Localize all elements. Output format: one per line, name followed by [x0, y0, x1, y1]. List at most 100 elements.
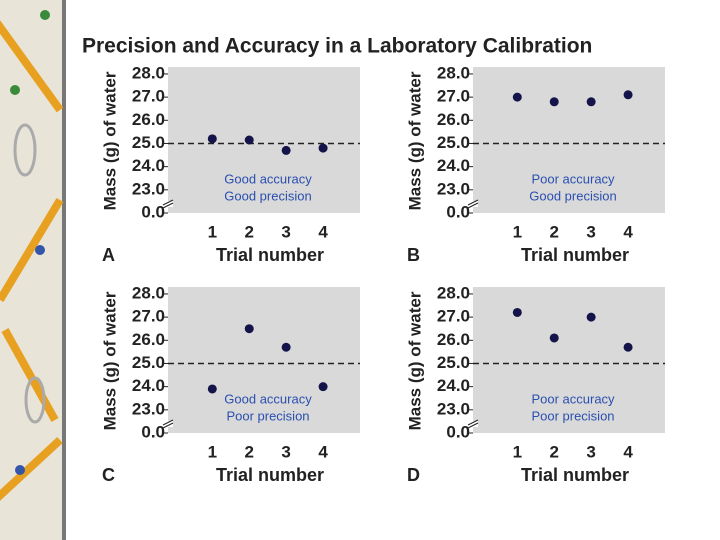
- x-tick-label: 3: [281, 222, 290, 241]
- x-tick-label: 2: [549, 442, 558, 461]
- side-decoration: [0, 0, 62, 540]
- axis-break: [162, 419, 174, 426]
- y-tick-label: 23.0: [132, 399, 165, 418]
- y-tick-label: 28.0: [132, 283, 165, 302]
- panel-label: D: [407, 465, 420, 485]
- data-point: [586, 97, 596, 107]
- y-tick-label: 23.0: [437, 179, 470, 198]
- plot-area: [168, 287, 360, 433]
- x-tick-label: 2: [549, 222, 558, 241]
- axis-break-gap: [470, 421, 478, 427]
- y-tick-label: 27.0: [132, 87, 165, 106]
- y-tick-label: 28.0: [132, 63, 165, 82]
- x-tick-label: 2: [244, 222, 253, 241]
- axis-break-gap: [470, 201, 478, 207]
- y-tick-label: 0.0: [446, 202, 470, 221]
- data-point: [244, 324, 254, 334]
- pencils: [0, 10, 64, 501]
- x-tick-label: 3: [586, 222, 595, 241]
- x-axis-label: Trial number: [521, 245, 629, 265]
- data-point: [623, 342, 633, 352]
- y-tick-label: 23.0: [132, 179, 165, 198]
- data-point: [549, 97, 559, 107]
- plot-area: [473, 287, 665, 433]
- y-tick-label: 27.0: [437, 87, 470, 106]
- y-tick-label: 0.0: [446, 422, 470, 441]
- y-axis-label: Mass (g) of water: [100, 291, 119, 430]
- axis-break: [467, 199, 479, 206]
- data-point: [318, 382, 328, 392]
- x-axis-label: Trial number: [216, 245, 324, 265]
- axis-break-gap: [165, 201, 173, 207]
- y-tick-label: 0.0: [141, 422, 165, 441]
- data-point: [281, 342, 291, 352]
- axis-break: [467, 422, 479, 429]
- y-tick-label: 26.0: [437, 330, 470, 349]
- x-tick-label: 1: [208, 442, 217, 461]
- x-tick-label: 1: [513, 442, 522, 461]
- annotation: Poor accuracy: [531, 391, 615, 406]
- y-tick-label: 28.0: [437, 283, 470, 302]
- y-tick-label: 0.0: [141, 202, 165, 221]
- panel-label: B: [407, 245, 420, 265]
- axis-break: [162, 199, 174, 206]
- x-tick-label: 3: [281, 442, 290, 461]
- slide-title: Precision and Accuracy in a Laboratory C…: [82, 35, 592, 58]
- x-tick-label: 3: [586, 442, 595, 461]
- x-tick-label: 4: [623, 442, 633, 461]
- y-tick-label: 24.0: [437, 156, 470, 175]
- annotation: Poor precision: [226, 408, 309, 423]
- data-point: [586, 312, 596, 322]
- x-tick-label: 4: [318, 222, 328, 241]
- y-tick-label: 25.0: [437, 353, 470, 372]
- plot-area: [473, 67, 665, 213]
- y-axis-label: Mass (g) of water: [100, 71, 119, 210]
- y-tick-label: 27.0: [132, 307, 165, 326]
- y-tick-label: 26.0: [132, 110, 165, 129]
- y-tick-label: 25.0: [132, 133, 165, 152]
- data-point: [318, 143, 328, 153]
- data-point: [207, 384, 217, 394]
- y-tick-label: 26.0: [132, 330, 165, 349]
- data-point: [512, 92, 522, 102]
- x-tick-label: 4: [623, 222, 633, 241]
- x-tick-label: 2: [244, 442, 253, 461]
- data-point: [549, 333, 559, 343]
- y-tick-label: 24.0: [437, 376, 470, 395]
- data-point: [512, 307, 522, 317]
- axis-break: [162, 202, 174, 209]
- axis-break-gap: [165, 421, 173, 427]
- y-tick-label: 25.0: [132, 353, 165, 372]
- x-tick-label: 4: [318, 442, 328, 461]
- axis-break: [467, 419, 479, 426]
- axis-break: [467, 202, 479, 209]
- annotation: Good precision: [529, 188, 616, 203]
- annotation: Good accuracy: [224, 391, 312, 406]
- data-point: [244, 135, 254, 145]
- y-tick-label: 26.0: [437, 110, 470, 129]
- x-tick-label: 1: [208, 222, 217, 241]
- annotation: Poor accuracy: [531, 171, 615, 186]
- annotation: Good accuracy: [224, 171, 312, 186]
- y-tick-label: 24.0: [132, 156, 165, 175]
- panel-label: C: [102, 465, 115, 485]
- plot-area: [168, 67, 360, 213]
- y-tick-label: 25.0: [437, 133, 470, 152]
- panel-label: A: [102, 245, 115, 265]
- y-tick-label: 28.0: [437, 63, 470, 82]
- data-point: [623, 90, 633, 100]
- annotation: Poor precision: [531, 408, 614, 423]
- y-axis-label: Mass (g) of water: [405, 71, 424, 210]
- x-tick-label: 1: [513, 222, 522, 241]
- y-tick-label: 23.0: [437, 399, 470, 418]
- y-tick-label: 27.0: [437, 307, 470, 326]
- x-axis-label: Trial number: [216, 465, 324, 485]
- y-axis-label: Mass (g) of water: [405, 291, 424, 430]
- axis-break: [162, 422, 174, 429]
- y-tick-label: 24.0: [132, 376, 165, 395]
- x-axis-label: Trial number: [521, 465, 629, 485]
- data-point: [281, 145, 291, 155]
- annotation: Good precision: [224, 188, 311, 203]
- data-point: [207, 134, 217, 144]
